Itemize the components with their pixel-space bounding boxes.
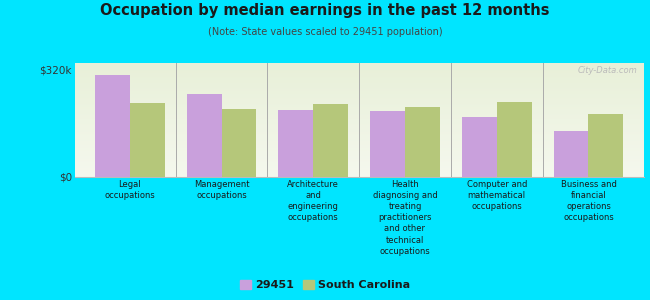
Bar [554, 131, 588, 177]
Bar [405, 106, 440, 177]
Text: Computer and
mathematical
occupations: Computer and mathematical occupations [467, 180, 527, 211]
Bar [222, 109, 256, 177]
Bar [313, 104, 348, 177]
Text: City-Data.com: City-Data.com [578, 66, 638, 75]
Bar [95, 75, 130, 177]
Bar [588, 114, 623, 177]
Text: Architecture
and
engineering
occupations: Architecture and engineering occupations [287, 180, 339, 222]
Bar [497, 102, 532, 177]
Bar [278, 110, 313, 177]
Text: Business and
financial
operations
occupations: Business and financial operations occupa… [560, 180, 616, 222]
Text: Occupation by median earnings in the past 12 months: Occupation by median earnings in the pas… [100, 3, 550, 18]
Text: Health
diagnosing and
treating
practitioners
and other
technical
occupations: Health diagnosing and treating practitio… [372, 180, 437, 256]
Text: (Note: State values scaled to 29451 population): (Note: State values scaled to 29451 popu… [208, 27, 442, 37]
Bar [187, 94, 222, 177]
Text: Management
occupations: Management occupations [194, 180, 249, 200]
Bar [130, 103, 164, 177]
Text: Legal
occupations: Legal occupations [105, 180, 155, 200]
Legend: 29451, South Carolina: 29451, South Carolina [235, 275, 415, 294]
Bar [370, 111, 405, 177]
Bar [462, 117, 497, 177]
